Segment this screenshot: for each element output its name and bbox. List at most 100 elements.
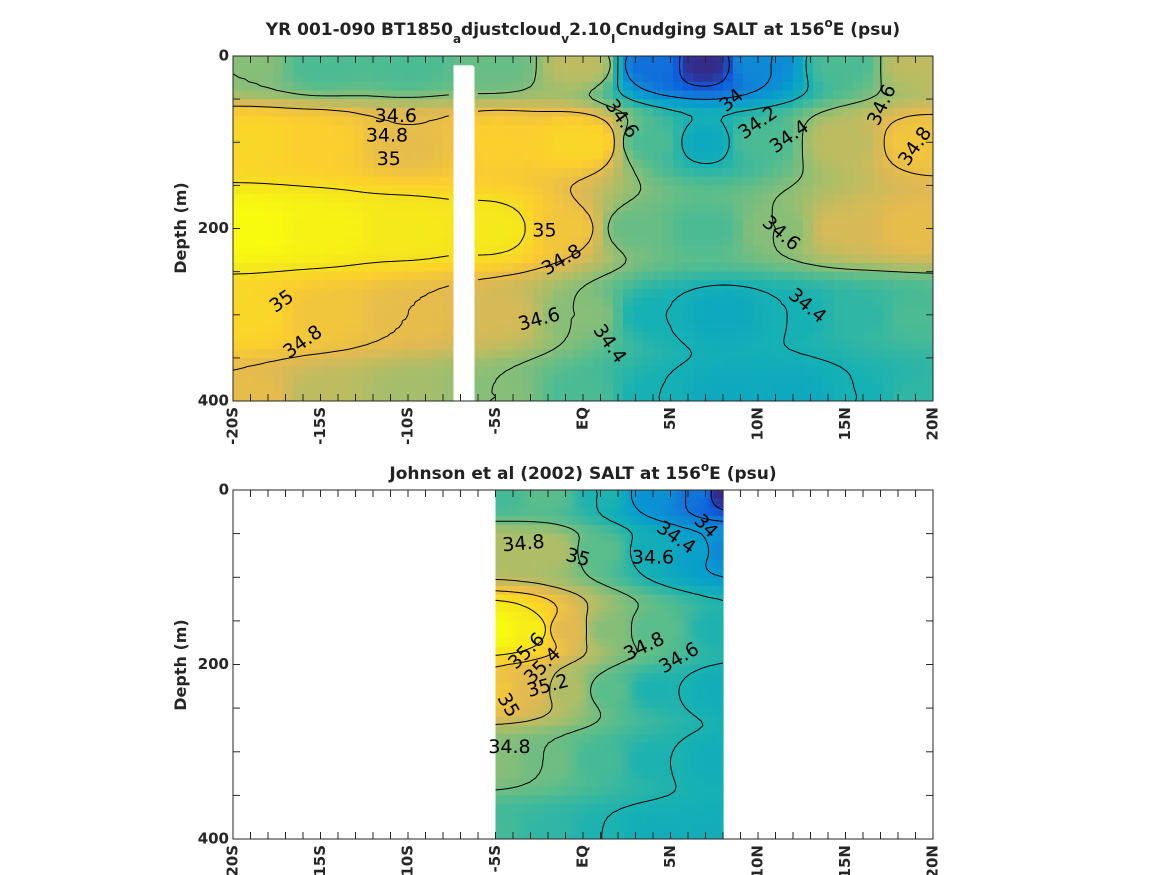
heatmap-cell (523, 81, 534, 92)
heatmap-cell (853, 237, 864, 247)
heatmap-cell (313, 357, 324, 368)
heatmap-cell (524, 620, 529, 631)
heatmap-cell (593, 375, 604, 385)
heatmap-cell (498, 647, 503, 657)
heatmap-cell (697, 708, 701, 718)
heatmap-cell (697, 647, 701, 657)
heatmap-cell (283, 107, 294, 117)
heatmap-cell (243, 194, 254, 204)
heatmap-cell (641, 725, 646, 735)
heatmap-cell (703, 673, 708, 683)
heatmap-cell (515, 725, 519, 735)
heatmap-cell (547, 638, 552, 648)
heatmap-cell (553, 81, 564, 92)
heatmap-cell (653, 211, 664, 221)
heatmap-cell (603, 125, 614, 135)
heatmap-cell (533, 323, 544, 333)
heatmap-cell (544, 638, 549, 648)
heatmap-cell (651, 551, 656, 561)
heatmap-cell (533, 219, 544, 230)
heatmap-cell (403, 323, 414, 333)
heatmap-cell (233, 125, 244, 135)
heatmap-cell (602, 516, 607, 526)
heatmap-cell (537, 664, 542, 674)
heatmap-cell (573, 237, 584, 247)
heatmap-cell (511, 629, 516, 639)
heatmap-cell (413, 219, 424, 230)
heatmap-cell (615, 647, 620, 657)
heatmap-cell (523, 237, 534, 247)
heatmap-cell (923, 99, 933, 109)
heatmap-cell (625, 498, 630, 509)
heatmap-cell (619, 551, 623, 561)
heatmap-cell (423, 375, 434, 385)
heatmap-cell (593, 99, 604, 109)
heatmap-cell (671, 638, 675, 648)
heatmap-cell (713, 690, 718, 700)
heatmap-cell (623, 81, 634, 92)
heatmap-cell (648, 612, 653, 622)
heatmap-cell (632, 629, 636, 639)
heatmap-cell (653, 271, 664, 281)
heatmap-cell (383, 357, 394, 368)
heatmap-cell (625, 743, 630, 753)
heatmap-cell (843, 349, 854, 359)
heatmap-cell (619, 542, 623, 552)
heatmap-cell (853, 202, 864, 212)
heatmap-cell (623, 263, 634, 273)
heatmap-cell (773, 271, 784, 281)
heatmap-cell (603, 366, 614, 376)
heatmap-cell (833, 56, 844, 66)
heatmap-cell (383, 99, 394, 109)
heatmap-cell (553, 392, 564, 401)
heatmap-cell (923, 81, 933, 92)
heatmap-cell (700, 673, 705, 683)
heatmap-cell (723, 375, 734, 385)
heatmap-cell (893, 323, 904, 333)
heatmap-cell (683, 340, 694, 350)
heatmap-cell (513, 254, 524, 264)
heatmap-cell (563, 263, 574, 273)
heatmap-cell (773, 332, 784, 342)
heatmap-cell (703, 99, 714, 109)
heatmap-cell (651, 629, 656, 639)
heatmap-cell (537, 524, 542, 535)
heatmap-cell (643, 185, 654, 195)
heatmap-cell (493, 125, 504, 135)
heatmap-cell (313, 150, 324, 161)
heatmap-cell (773, 263, 784, 273)
heatmap-cell (541, 498, 545, 509)
heatmap-cell (515, 585, 519, 596)
heatmap-cell (593, 202, 604, 212)
heatmap-cell (613, 280, 624, 290)
heatmap-cell (643, 375, 654, 385)
heatmap-cell (753, 228, 764, 238)
heatmap-cell (353, 116, 364, 126)
heatmap-cell (533, 99, 544, 109)
heatmap-cell (543, 349, 554, 359)
heatmap-cell (543, 219, 554, 230)
heatmap-cell (303, 332, 314, 342)
heatmap-cell (573, 383, 584, 393)
heatmap-cell (893, 125, 904, 135)
heatmap-cell (833, 185, 844, 195)
heatmap-cell (273, 288, 284, 299)
heatmap-cell (505, 751, 510, 762)
heatmap-cell (373, 90, 384, 100)
heatmap-cell (703, 116, 714, 126)
heatmap-cell (613, 159, 624, 169)
heatmap-cell (883, 81, 894, 92)
heatmap-cell (589, 533, 594, 543)
heatmap-cell (533, 366, 544, 376)
heatmap-cell (684, 638, 688, 648)
heatmap-cell (524, 524, 529, 535)
heatmap-cell (677, 524, 682, 535)
heatmap-cell (641, 542, 646, 552)
heatmap-cell (683, 349, 694, 359)
heatmap-cell (823, 185, 834, 195)
contour-label: 35 (532, 220, 556, 242)
heatmap-cell (612, 498, 617, 509)
heatmap-cell (273, 150, 284, 161)
heatmap-cell (537, 708, 542, 718)
heatmap-cell (543, 237, 554, 247)
